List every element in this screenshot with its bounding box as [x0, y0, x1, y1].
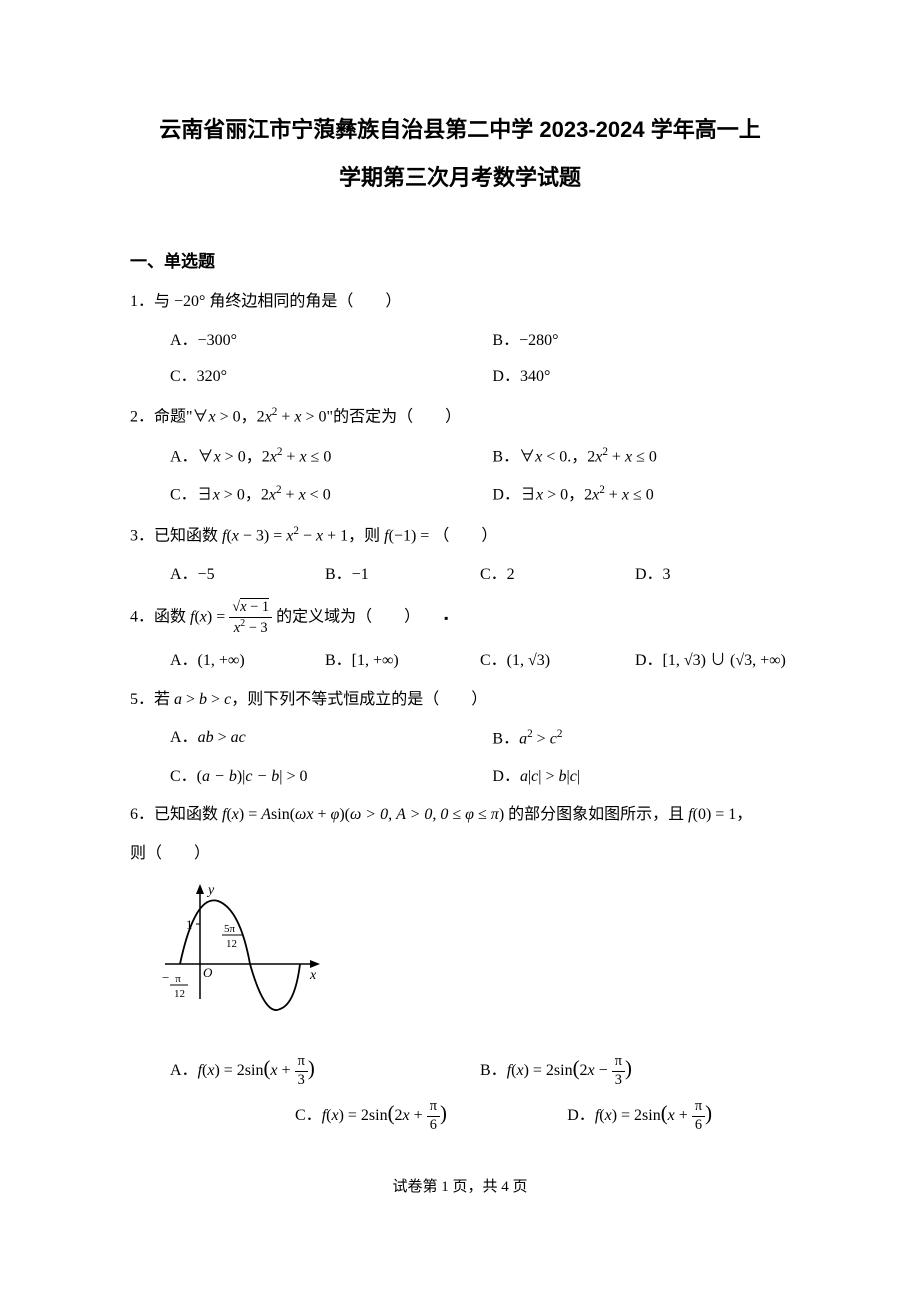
question-5: 5．若 a > b > c，则下列不等式恒成立的是（ ） A．ab > ac B… — [130, 686, 790, 792]
q6-opt-a: A．f(x) = 2sin(x + π3) — [170, 1050, 480, 1089]
question-2: 2．命题"∀x > 0，2x2 + x > 0"的否定为（ ） A．∀x > 0… — [130, 402, 790, 510]
q4-opt-c: C．(1, √3) — [480, 647, 635, 676]
question-6: 6．已知函数 f(x) = Asin(ωx + φ)(ω > 0, A > 0,… — [130, 801, 790, 1134]
q2-opt-c: C．∃x > 0，2x2 + x < 0 — [170, 480, 492, 510]
page-title-line1: 云南省丽江市宁蒗彝族自治县第二中学 2023-2024 学年高一上 — [130, 110, 790, 150]
q3-opt-b: B．−1 — [325, 561, 480, 590]
q5-opt-d: D．a|c| > b|c| — [492, 763, 790, 792]
q6-opt-d: D．f(x) = 2sin(x + π6) — [567, 1095, 712, 1134]
q1-opt-b: B．−280° — [492, 327, 790, 356]
q3-opt-d: D．3 — [635, 561, 790, 590]
q4-opt-a: A．(1, +∞) — [170, 647, 325, 676]
q5-opt-b: B．a2 > c2 — [492, 724, 790, 754]
svg-text:π: π — [175, 973, 181, 985]
q4-opt-d: D．[1, √3) ∪ (√3, +∞) — [635, 647, 790, 676]
question-1: 1．与 −20° 角终边相同的角是（ ） A．−300° B．−280° C．3… — [130, 288, 790, 392]
svg-text:x: x — [309, 968, 317, 983]
q6-graph: y x O 1 π 12 − 5π 12 — [150, 879, 790, 1030]
q4-opt-b: B．[1, +∞) — [325, 647, 480, 676]
svg-text:5π: 5π — [224, 923, 236, 935]
q5-opt-a: A．ab > ac — [170, 724, 492, 754]
q2-opt-b: B．∀x < 0.，2x2 + x ≤ 0 — [492, 442, 790, 472]
q3-opt-a: A．−5 — [170, 561, 325, 590]
q5-stem: 5．若 a > b > c，则下列不等式恒成立的是（ ） — [130, 686, 790, 715]
q1-opt-c: C．320° — [170, 363, 492, 392]
q3-opt-c: C．2 — [480, 561, 635, 590]
q6-opt-c: C．f(x) = 2sin(2x + π6) — [295, 1095, 567, 1134]
q1-stem: 1．与 −20° 角终边相同的角是（ ） — [130, 288, 790, 317]
section-header: 一、单选题 — [130, 247, 790, 278]
q3-stem: 3．已知函数 f(x − 3) = x2 − x + 1，则 f(−1) = （… — [130, 521, 790, 551]
q2-stem: 2．命题"∀x > 0，2x2 + x > 0"的否定为（ ） — [130, 402, 790, 432]
q5-opt-c: C．(a − b)|c − b| > 0 — [170, 763, 492, 792]
q1-opt-d: D．340° — [492, 363, 790, 392]
page-footer: 试卷第 1 页，共 4 页 — [130, 1174, 790, 1201]
svg-text:12: 12 — [174, 988, 185, 1000]
q1-opt-a: A．−300° — [170, 327, 492, 356]
q6-stem: 6．已知函数 f(x) = Asin(ωx + φ)(ω > 0, A > 0,… — [130, 801, 790, 830]
svg-text:y: y — [206, 883, 215, 898]
q6-then: 则（ ） — [130, 840, 790, 869]
svg-text:O: O — [203, 965, 213, 980]
q2-opt-d: D．∃x > 0，2x2 + x ≤ 0 — [492, 480, 790, 510]
svg-text:12: 12 — [226, 938, 237, 950]
question-3: 3．已知函数 f(x − 3) = x2 − x + 1，则 f(−1) = （… — [130, 521, 790, 590]
q6-opt-b: B．f(x) = 2sin(2x − π3) — [480, 1050, 632, 1089]
page-title-line2: 学期第三次月考数学试题 — [130, 158, 790, 198]
question-4: 4．函数 f(x) = √x − 1x2 − 3 的定义域为（ ） ▪ A．(1… — [130, 599, 790, 675]
q4-stem: 4．函数 f(x) = √x − 1x2 − 3 的定义域为（ ） ▪ — [130, 599, 790, 636]
svg-text:−: − — [162, 970, 169, 985]
q2-opt-a: A．∀x > 0，2x2 + x ≤ 0 — [170, 442, 492, 472]
